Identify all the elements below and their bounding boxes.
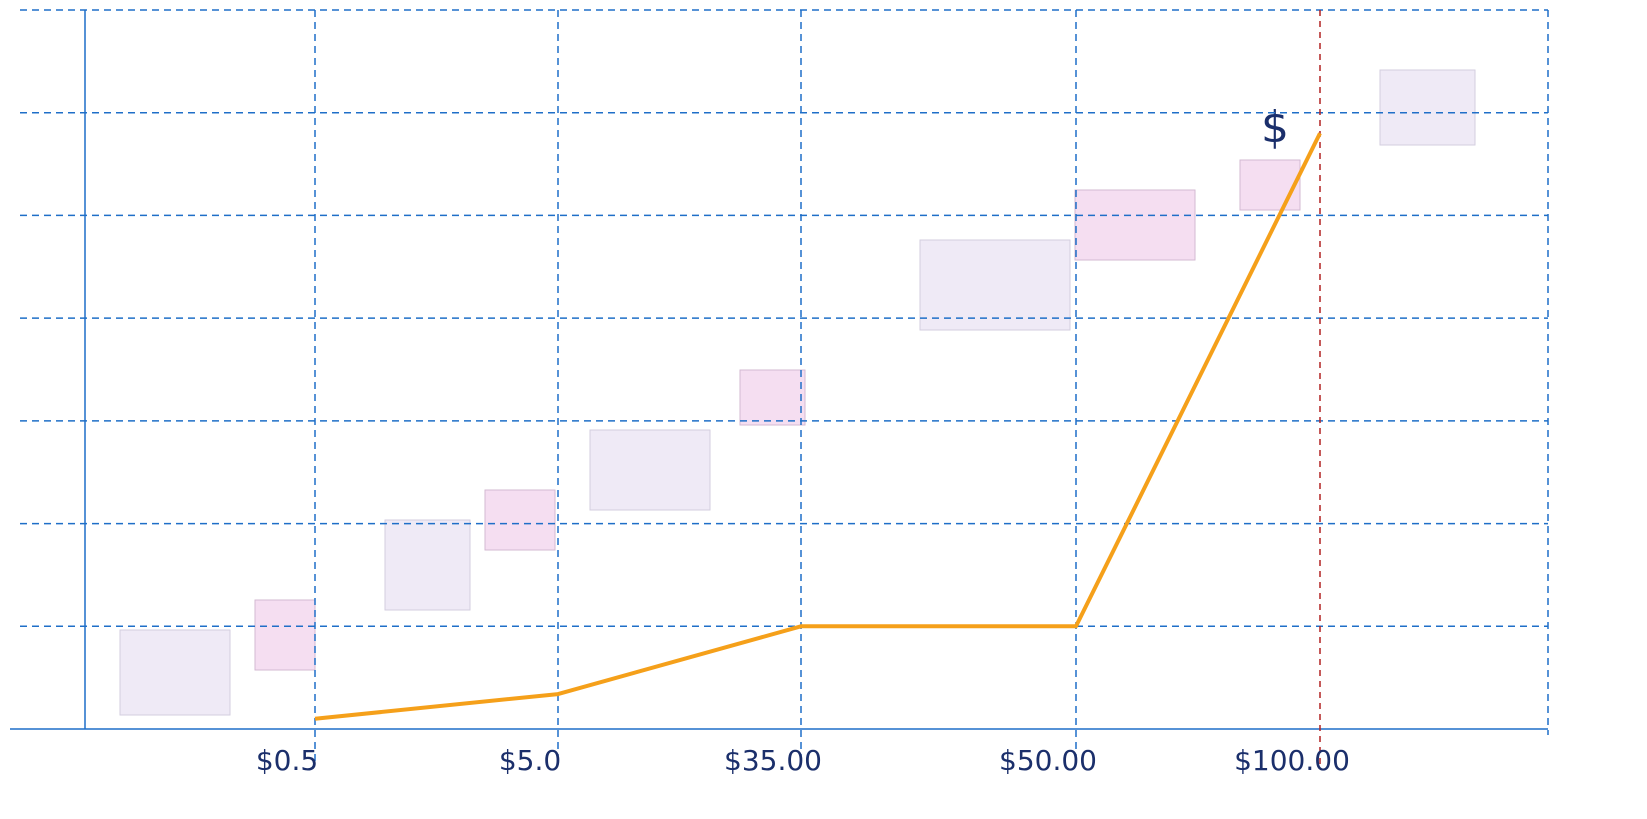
x-tick-label: $0.5 (256, 744, 318, 777)
machine (255, 600, 315, 670)
machine (485, 490, 555, 550)
x-tick-label: $5.0 (499, 744, 561, 777)
machine (1075, 190, 1195, 260)
x-tick-label: $100.00 (1234, 744, 1350, 777)
machine (385, 520, 470, 610)
x-tick-label: $50.00 (999, 744, 1097, 777)
annotation: $ (1261, 102, 1289, 153)
machine (1380, 70, 1475, 145)
x-tick-label: $35.00 (724, 744, 822, 777)
machine (740, 370, 805, 425)
machine (120, 630, 230, 715)
machine (920, 240, 1070, 330)
machine (590, 430, 710, 510)
machine (1240, 160, 1300, 210)
chart: $ $0.5 $5.0 $35.00 $50.00 $100.00 (0, 0, 1647, 819)
background-illustration (120, 70, 1475, 715)
